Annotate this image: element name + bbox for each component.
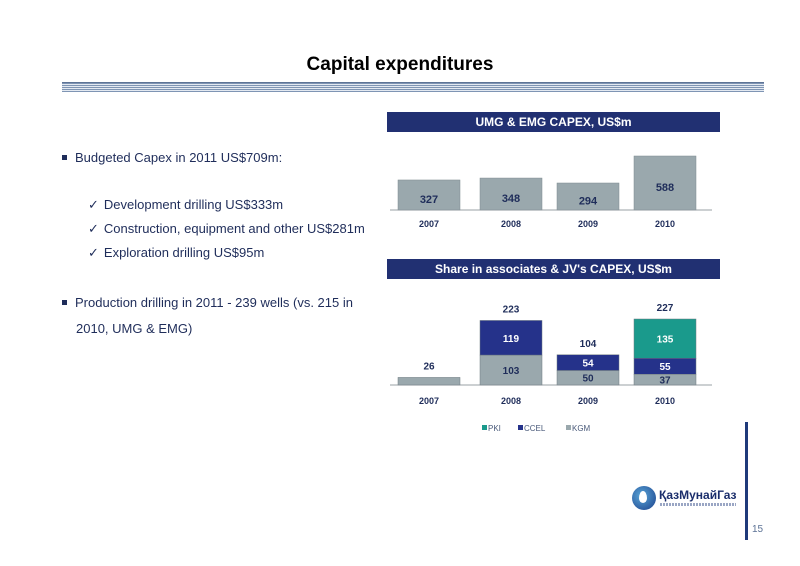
chart2-segment-label: 54	[582, 359, 594, 370]
bullet-text: Budgeted Capex in 2011 US$709m:	[75, 150, 283, 165]
chart2-legend-label: KGM	[572, 424, 591, 433]
chart2-bar-kgm-2007	[397, 377, 461, 386]
sub-bullet-development: ✓ Development drilling US$333m	[88, 195, 283, 215]
chart2-segment-label: 135	[657, 335, 674, 346]
chart2-legend-swatch-pki	[482, 425, 487, 430]
chart1-bar-2007	[397, 179, 461, 211]
chart2-segment-label: 119	[503, 334, 520, 345]
chart2-segment-label: 55	[659, 362, 671, 373]
chart2-segment-label: 103	[503, 366, 520, 377]
bullet-production-drilling: Production drilling in 2011 - 239 wells …	[62, 290, 372, 342]
chart2-total-label: 104	[580, 339, 597, 350]
company-logo: ҚазМунайГаз	[632, 484, 738, 514]
title-rule	[62, 82, 764, 92]
chart1-bar-2008	[479, 177, 543, 211]
chart2-total-label: 223	[503, 304, 520, 315]
slide-title: Capital expenditures	[306, 54, 494, 75]
chart1-header: UMG & EMG CAPEX, US$m	[387, 112, 720, 132]
square-bullet-icon	[62, 155, 67, 160]
sub-bullet-text: Development drilling US$333m	[103, 197, 284, 212]
checkmark-icon: ✓	[88, 221, 99, 236]
chart1-bar-2009	[556, 182, 620, 211]
logo-tagline-pattern	[660, 503, 736, 506]
chart2-bar-ccel-2009	[556, 354, 620, 371]
chart1-bar-2010	[633, 155, 697, 211]
chart1-data-label: 327	[420, 194, 438, 206]
chart2-tick-label: 2010	[655, 396, 675, 406]
chart1-tick-label: 2009	[578, 219, 598, 229]
logo-drop-icon	[632, 486, 656, 510]
chart1-data-label: 294	[579, 196, 598, 208]
checkmark-icon: ✓	[88, 245, 99, 260]
vertical-rule	[745, 422, 748, 540]
chart1-data-label: 348	[502, 193, 520, 205]
sub-bullet-text: Exploration drilling US$95m	[103, 245, 265, 260]
chart2-legend-label: CCEL	[524, 424, 546, 433]
chart2-tick-label: 2009	[578, 396, 598, 406]
chart2-segment-label: 37	[659, 376, 671, 387]
chart2-tick-label: 2007	[419, 396, 439, 406]
chart2-legend-label: PKI	[488, 424, 501, 433]
chart1-tick-label: 2008	[501, 219, 521, 229]
chart2-total-label: 227	[657, 303, 674, 314]
chart1-tick-label: 2010	[655, 219, 675, 229]
chart2-legend-swatch-ccel	[518, 425, 523, 430]
bullet-capex-budget: Budgeted Capex in 2011 US$709m:	[62, 148, 282, 168]
bullet-text: Production drilling in 2011 - 239 wells …	[75, 295, 353, 336]
chart2-bar-kgm-2008	[479, 354, 543, 386]
chart2-segment-label: 50	[582, 374, 594, 385]
chart2-bar-pki-2010	[633, 318, 697, 359]
chart2-total-label: 26	[423, 361, 435, 372]
chart1-tick-label: 2007	[419, 219, 439, 229]
sub-bullet-construction: ✓ Construction, equipment and other US$28…	[88, 219, 365, 239]
chart2-legend-swatch-kgm	[566, 425, 571, 430]
checkmark-icon: ✓	[88, 197, 99, 212]
chart2-bar-ccel-2008	[479, 320, 543, 356]
sub-bullet-text: Construction, equipment and other US$281…	[103, 221, 365, 236]
logo-text: ҚазМунайГаз	[659, 488, 737, 502]
square-bullet-icon	[62, 300, 67, 305]
chart1-data-label: 588	[656, 182, 674, 194]
page-number: 15	[752, 524, 764, 535]
chart2-tick-label: 2008	[501, 396, 521, 406]
sub-bullet-exploration: ✓ Exploration drilling US$95m	[88, 243, 264, 263]
chart2-header: Share in associates & JV's CAPEX, US$m	[387, 259, 720, 279]
